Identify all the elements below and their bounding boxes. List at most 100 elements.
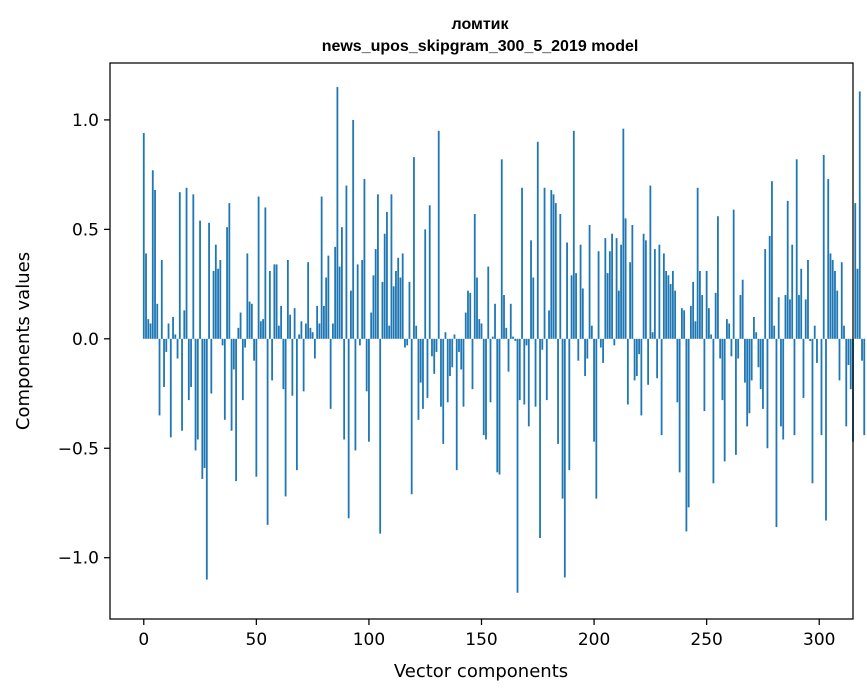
bar (586, 338, 589, 359)
bar (205, 338, 208, 580)
bar (386, 211, 388, 339)
bar (653, 249, 656, 339)
bar (649, 185, 652, 339)
bar (390, 194, 393, 339)
bar (399, 277, 402, 339)
bar (647, 338, 650, 385)
bar (392, 286, 395, 339)
bar (347, 338, 350, 519)
bar (669, 284, 672, 339)
bar (602, 338, 604, 363)
x-tick-label: 300 (803, 630, 835, 650)
bar (626, 338, 629, 405)
bar (422, 338, 424, 409)
bar (509, 303, 512, 339)
bar (656, 338, 659, 379)
bar (782, 338, 785, 440)
bar (532, 277, 535, 339)
bar (212, 270, 215, 339)
bar (825, 338, 827, 521)
bar (480, 323, 483, 339)
bar (705, 270, 708, 339)
plot-frame (109, 62, 854, 620)
bar (590, 325, 593, 339)
bar (275, 264, 278, 339)
bar (599, 338, 602, 348)
bar (746, 338, 749, 427)
bar (665, 270, 668, 339)
bar (676, 338, 679, 403)
bar (284, 338, 287, 497)
bar (572, 130, 575, 339)
bar (755, 332, 758, 339)
bar (579, 244, 582, 339)
bar (635, 338, 638, 377)
bar (410, 338, 413, 495)
bar (680, 308, 683, 339)
bar (741, 279, 744, 339)
bar (613, 338, 616, 346)
bar (424, 229, 427, 339)
y-axis-ticks: −1.0 −0.5 0.0 0.5 1.0 (58, 111, 110, 569)
bar (548, 310, 550, 339)
x-axis-label: Vector components (394, 661, 568, 682)
bar (606, 273, 609, 339)
bar (167, 323, 170, 339)
bar (834, 270, 836, 339)
bar (293, 308, 296, 339)
bar (262, 319, 265, 339)
bar (174, 334, 177, 339)
bar (732, 209, 735, 339)
bar (552, 194, 555, 339)
bar (660, 338, 663, 436)
bar (712, 338, 715, 484)
bar (550, 189, 553, 339)
bar (419, 338, 422, 383)
bar (595, 338, 598, 499)
bar (237, 327, 240, 339)
bar (622, 128, 625, 339)
bar (307, 262, 310, 339)
bar (739, 295, 742, 339)
bar (147, 319, 150, 339)
bar (241, 338, 244, 401)
bar (721, 338, 724, 401)
bar (264, 207, 267, 339)
bar (235, 338, 237, 482)
bar (322, 305, 325, 339)
y-tick-label: −0.5 (58, 439, 99, 459)
y-axis-label: Components values (13, 252, 34, 430)
bar (428, 205, 431, 339)
bar (187, 338, 190, 401)
bar (401, 253, 404, 339)
bar (498, 338, 501, 475)
bar (775, 338, 778, 528)
bar (822, 154, 825, 339)
bar (190, 338, 192, 387)
bar (764, 249, 767, 339)
bar (662, 253, 665, 339)
bar (408, 281, 411, 339)
bar (446, 338, 449, 403)
bar (827, 179, 830, 339)
bar (444, 332, 447, 339)
bar (158, 338, 161, 416)
x-tick-label: 50 (246, 630, 268, 650)
chart-subtitle: news_upos_skipgram_300_5_2019 model (322, 38, 639, 55)
bar (536, 141, 539, 339)
bar (485, 338, 487, 440)
y-tick-label: 0.0 (72, 330, 99, 350)
bar (341, 227, 343, 339)
bar (575, 273, 577, 339)
bar (318, 323, 321, 339)
bar (840, 262, 843, 339)
bar (557, 338, 559, 444)
bar (615, 238, 618, 339)
x-tick-label: 200 (578, 630, 610, 650)
bar (496, 338, 499, 473)
bar (735, 338, 737, 455)
bar (710, 334, 713, 339)
bar (352, 119, 355, 339)
bar (397, 257, 400, 339)
